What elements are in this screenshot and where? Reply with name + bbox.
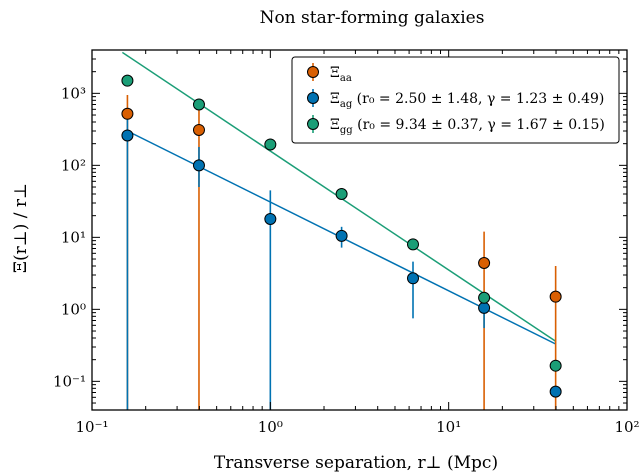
data-point-series-1 <box>121 129 134 142</box>
y-tick-label: 10¹ <box>61 228 86 246</box>
legend-label-0: Ξaa <box>330 65 352 84</box>
plot-area <box>121 51 562 410</box>
legend-marker-2 <box>307 118 319 130</box>
y-tick-label: 10⁰ <box>61 300 86 318</box>
data-point-series-2 <box>192 98 205 111</box>
x-tick-label: 10¹ <box>436 418 461 436</box>
tick-labels: 10⁻¹ 10⁰ 10¹ 10² 10⁻¹ 10⁰ 10¹ 10² 10³ <box>53 84 640 436</box>
data-point-series-1 <box>335 229 348 242</box>
data-point-series-1 <box>549 385 562 398</box>
legend-label-2: Ξgg (r₀ = 9.34 ± 0.37, γ = 1.67 ± 0.15) <box>330 117 605 136</box>
x-tick-label: 10⁰ <box>258 418 283 436</box>
axis-ticks <box>91 50 628 410</box>
plot-frame <box>91 49 628 411</box>
data-point-series-2 <box>407 238 420 251</box>
data-point-series-2 <box>121 74 134 87</box>
data-points <box>121 74 562 398</box>
chart-title: Non star-forming galaxies <box>260 8 485 28</box>
y-tick-label: 10² <box>61 156 86 174</box>
data-point-series-0 <box>121 107 134 120</box>
data-point-series-2 <box>264 138 277 151</box>
legend-box <box>291 56 620 144</box>
data-point-series-2 <box>549 359 562 372</box>
y-tick-label: 10⁻¹ <box>53 372 86 390</box>
y-axis-label: Ξ(r⊥) / r⊥ <box>11 183 31 273</box>
data-point-series-0 <box>478 257 491 270</box>
data-point-series-0 <box>549 290 562 303</box>
x-tick-label: 10² <box>614 418 639 436</box>
x-tick-label: 10⁻¹ <box>75 418 108 436</box>
legend-marker-1 <box>307 92 319 104</box>
data-point-series-2 <box>335 188 348 200</box>
x-axis-label: Transverse separation, r⊥ (Mpc) <box>214 453 498 473</box>
legend-label-1: Ξag (r₀ = 2.50 ± 1.48, γ = 1.23 ± 0.49) <box>330 91 604 110</box>
y-tick-label: 10³ <box>61 84 86 102</box>
data-point-series-1 <box>407 272 420 285</box>
data-point-series-1 <box>478 301 491 314</box>
legend-marker-0 <box>307 66 319 78</box>
data-point-series-2 <box>478 291 491 304</box>
data-point-series-1 <box>192 159 205 172</box>
data-point-series-1 <box>264 212 277 225</box>
data-point-series-0 <box>192 123 205 136</box>
legend: Ξaa Ξag (r₀ = 2.50 ± 1.48, γ = 1.23 ± 0.4… <box>291 56 620 144</box>
